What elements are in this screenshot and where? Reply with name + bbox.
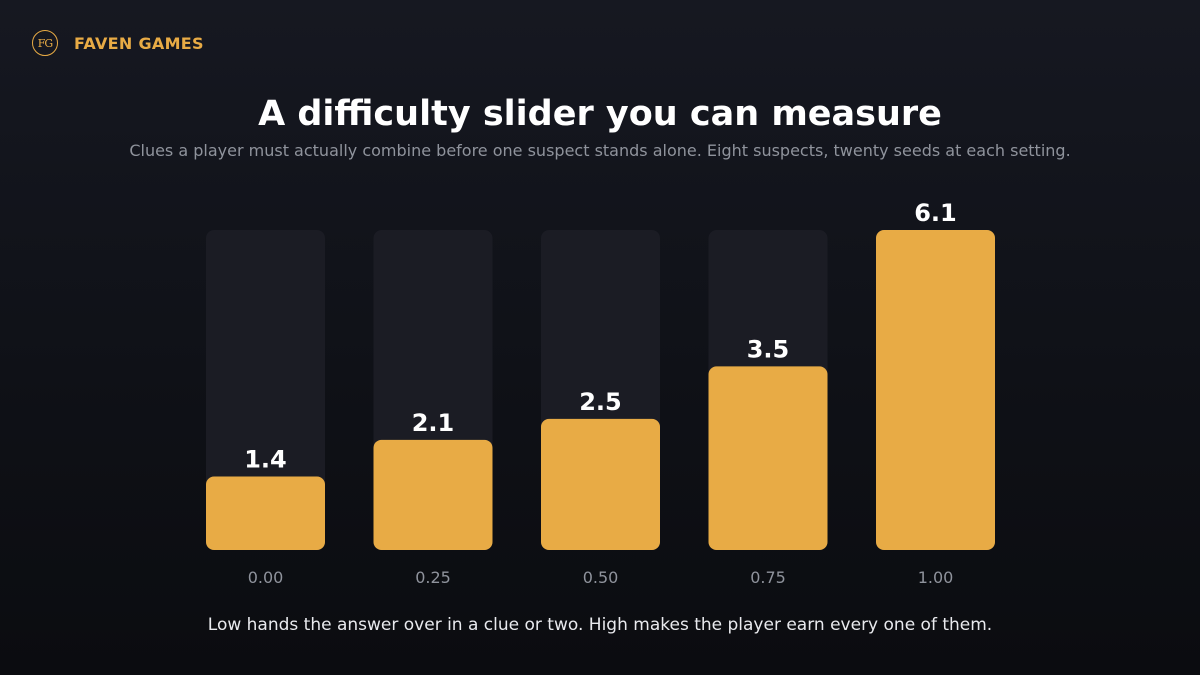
brand-name: FAVEN GAMES [74,33,204,53]
bar-track [206,230,325,550]
x-tick-label: 1.00 [918,568,954,587]
chart-caption: Low hands the answer over in a clue or t… [207,615,993,635]
bar [708,366,828,550]
x-tick-label: 0.00 [248,568,284,587]
bar [373,439,493,550]
brand: FG FAVEN GAMES [32,26,204,60]
bar-value-label: 2.1 [412,409,455,437]
bar-value-label: 3.5 [747,335,790,363]
bar-value-label: 2.5 [579,388,622,416]
bar [206,476,325,550]
x-tick-label: 0.50 [583,568,619,587]
bar-value-label: 6.1 [914,199,957,227]
bar [541,418,660,550]
x-tick-label: 0.75 [750,568,786,587]
chart-title: A difficulty slider you can measure [258,94,942,134]
chart-subtitle: Clues a player must actually combine bef… [129,141,1071,160]
faven-games-logo-icon: FG [32,30,58,56]
bar-value-label: 1.4 [244,446,287,474]
bar [876,230,995,550]
x-tick-label: 0.25 [415,568,451,587]
